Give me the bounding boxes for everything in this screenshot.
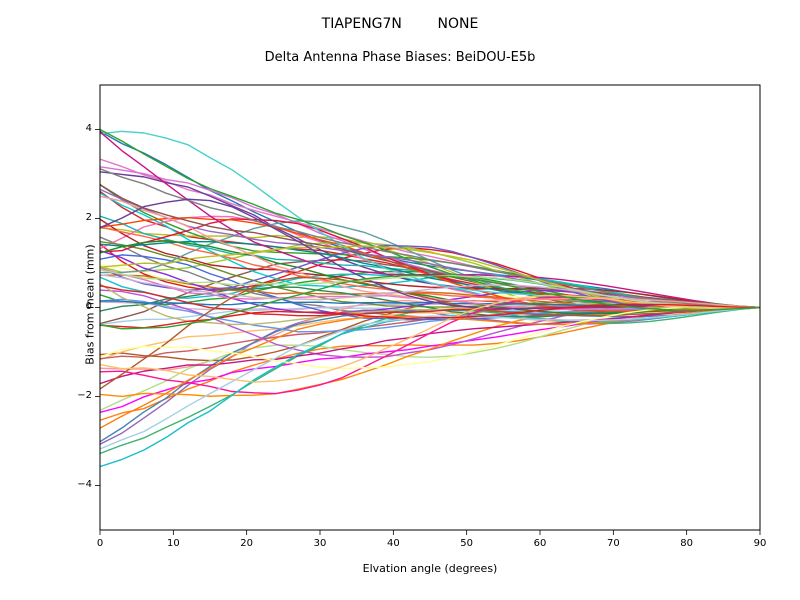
y-tick-label: 0 xyxy=(86,301,92,312)
y-tick-label: 4 xyxy=(86,123,92,134)
x-tick-label: 10 xyxy=(161,538,185,549)
x-tick-label: 80 xyxy=(675,538,699,549)
series-line xyxy=(100,308,760,467)
series-line xyxy=(100,131,760,307)
series-line xyxy=(100,131,760,307)
series-line xyxy=(100,308,760,429)
x-tick-label: 70 xyxy=(601,538,625,549)
y-tick-label: 2 xyxy=(86,212,92,223)
x-tick-label: 0 xyxy=(88,538,112,549)
x-tick-label: 90 xyxy=(748,538,772,549)
x-tick-label: 30 xyxy=(308,538,332,549)
y-tick-label: −4 xyxy=(77,479,92,490)
series-line xyxy=(100,132,760,308)
x-tick-label: 60 xyxy=(528,538,552,549)
x-tick-label: 20 xyxy=(235,538,259,549)
y-tick-label: −2 xyxy=(77,390,92,401)
plot-area xyxy=(0,0,800,600)
chart-container: TIAPENG7N NONE Delta Antenna Phase Biase… xyxy=(0,0,800,600)
series-line xyxy=(100,308,760,454)
x-tick-label: 50 xyxy=(455,538,479,549)
x-tick-label: 40 xyxy=(381,538,405,549)
